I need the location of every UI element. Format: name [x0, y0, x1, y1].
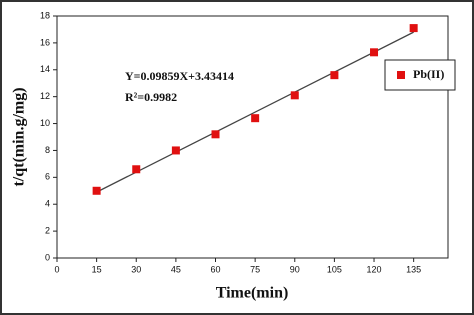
data-point [370, 48, 379, 57]
x-tick-label: 120 [367, 264, 382, 274]
y-tick-label: 0 [45, 252, 50, 262]
x-tick-label: 0 [54, 264, 59, 274]
x-axis-label: Time(min) [216, 285, 289, 302]
data-point [290, 91, 299, 100]
data-point [92, 186, 101, 195]
y-axis-label: t/qt(min.g/mg) [11, 87, 28, 186]
legend-box [384, 59, 456, 91]
x-tick-label: 90 [290, 264, 300, 274]
x-tick-label: 60 [211, 264, 221, 274]
y-tick-label: 18 [40, 10, 50, 20]
y-tick-label: 12 [40, 91, 50, 101]
data-point [132, 165, 141, 174]
x-tick-label: 30 [131, 264, 141, 274]
fit-line [96, 31, 414, 193]
plot-area [56, 15, 449, 259]
x-tick-label: 75 [250, 264, 260, 274]
y-tick-label: 16 [40, 37, 50, 47]
data-point [409, 24, 418, 33]
x-tick-label: 15 [92, 264, 102, 274]
data-point [211, 130, 220, 139]
data-point [171, 146, 180, 155]
x-tick-label: 45 [171, 264, 181, 274]
x-tick-label: 105 [327, 264, 342, 274]
data-point [330, 71, 339, 80]
y-tick-label: 6 [45, 172, 50, 182]
x-tick-label: 135 [406, 264, 421, 274]
legend-label: Pb(II) [413, 67, 444, 81]
y-tick-label: 8 [45, 145, 50, 155]
r-squared: R²=0.9982 [125, 90, 177, 104]
y-tick-label: 4 [45, 199, 50, 209]
equation: Y=0.09859X+3.43414 [125, 69, 234, 83]
y-tick-label: 2 [45, 225, 50, 235]
data-point [251, 114, 260, 123]
y-tick-label: 14 [40, 64, 50, 74]
y-tick-label: 10 [40, 118, 50, 128]
legend-marker [397, 71, 405, 79]
